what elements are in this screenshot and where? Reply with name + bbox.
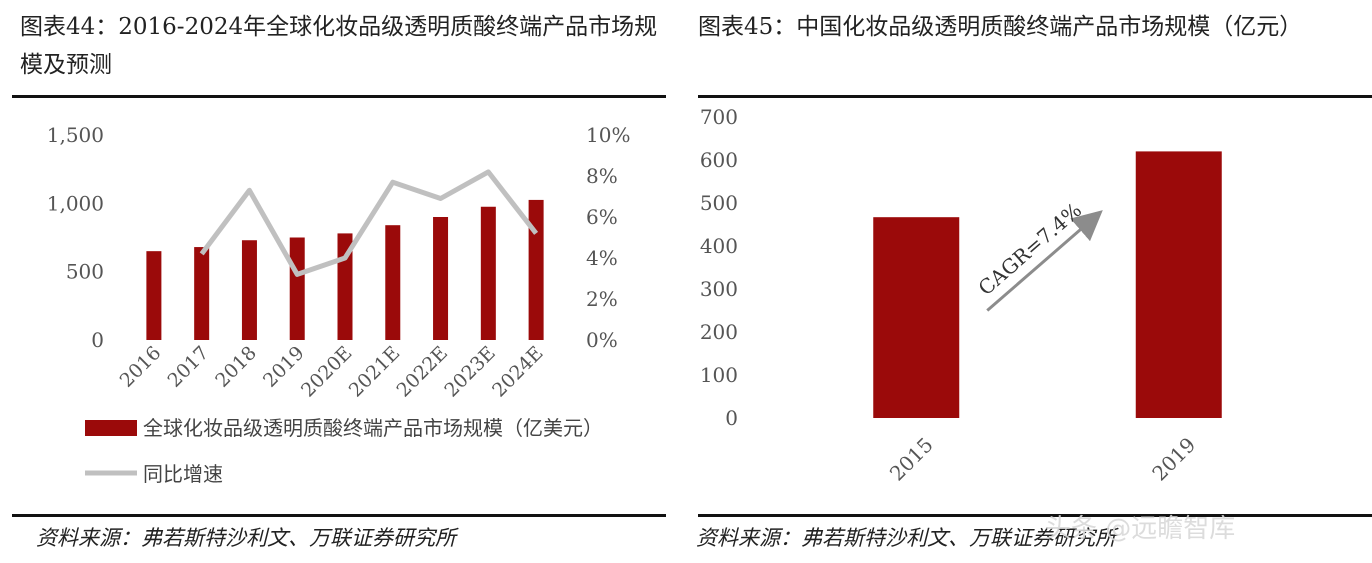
y-axis-tick-label: 400 (700, 234, 738, 258)
x-axis-tick-label: 2022E (393, 342, 453, 402)
x-axis-tick-label: 2015 (885, 433, 938, 486)
bar-global-market-size (146, 251, 162, 340)
bar-global-market-size (433, 217, 449, 340)
legend-label-line: 同比增速 (143, 462, 223, 486)
y-axis-left-tick-label: 0 (91, 328, 104, 352)
x-axis-tick-label: 2018 (211, 342, 261, 392)
x-axis-tick-label: 2023E (440, 342, 500, 402)
y-axis-left-tick-label: 500 (66, 260, 104, 284)
y-axis-right-tick-label: 2% (586, 287, 618, 311)
cagr-annotation: CAGR=7.4% (974, 198, 1087, 300)
legend-swatch-bar (85, 420, 137, 436)
source-note-left: 资料来源：弗若斯特沙利文、万联证券研究所 (36, 526, 456, 550)
source-note-right: 资料来源：弗若斯特沙利文、万联证券研究所 (696, 526, 1116, 550)
y-axis-tick-label: 500 (700, 191, 738, 215)
bar-global-market-size (528, 199, 544, 340)
bar-china-market-size (1135, 151, 1222, 418)
y-axis-right-tick-label: 4% (586, 246, 618, 270)
y-axis-tick-label: 700 (700, 105, 738, 129)
y-axis-right-tick-label: 0% (586, 328, 618, 352)
bar-global-market-size (385, 225, 401, 340)
watermark-text: 头条 @远瞻智库 (1045, 514, 1236, 544)
chart-panel-china: 图表45：中国化妆品级透明质酸终端产品市场规模（亿元） 0 100 200 300 40… (690, 0, 1372, 563)
y-axis-tick-label: 100 (700, 363, 738, 387)
legend-label-bar: 全球化妆品级透明质酸终端产品市场规模（亿美元） (143, 416, 603, 440)
x-axis-tick-label: 2021E (345, 342, 405, 402)
bar-china-market-size (873, 217, 960, 418)
y-axis-right-tick-label: 6% (586, 205, 618, 229)
y-axis-left-tick-label: 1,500 (47, 123, 104, 147)
chart-panel-global: 图表44：2016-2024年全球化妆品级透明质酸终端产品市场规模及预测 0 50… (0, 0, 666, 563)
x-axis-tick-label: 2016 (116, 342, 166, 392)
title-rule (12, 95, 666, 98)
bar-global-market-size (480, 206, 496, 340)
footer-rule (698, 514, 1372, 517)
y-axis-right-tick-label: 8% (586, 164, 618, 188)
cagr-arrow (986, 210, 1103, 312)
y-axis-tick-label: 300 (700, 277, 738, 301)
chart-title-global: 图表44：2016-2024年全球化妆品级透明质酸终端产品市场规模及预测 (20, 14, 658, 78)
footer-rule (12, 514, 666, 517)
y-axis-tick-label: 600 (700, 148, 738, 172)
bar-global-market-size (194, 247, 210, 340)
china-market-chart: 0 100 200 300 400 500 600 700 2015 2019 CAGR=7.4% (700, 105, 1222, 486)
y-axis-right-tick-label: 10% (586, 123, 630, 147)
y-axis-tick-label: 0 (725, 406, 738, 430)
chart-title-china: 图表45：中国化妆品级透明质酸终端产品市场规模（亿元） (698, 14, 1303, 40)
title-rule (698, 95, 1372, 98)
x-axis-tick-label: 2019 (1147, 433, 1200, 486)
line-yoy-growth (199, 169, 539, 277)
bar-global-market-size (241, 240, 257, 340)
y-axis-left-tick-label: 1,000 (47, 191, 104, 215)
bar-global-market-size (289, 237, 305, 340)
x-axis-tick-label: 2020E (297, 342, 357, 402)
x-axis-tick-label: 2017 (163, 342, 213, 392)
x-axis-tick-label: 2024E (488, 342, 548, 402)
y-axis-tick-label: 200 (700, 320, 738, 344)
